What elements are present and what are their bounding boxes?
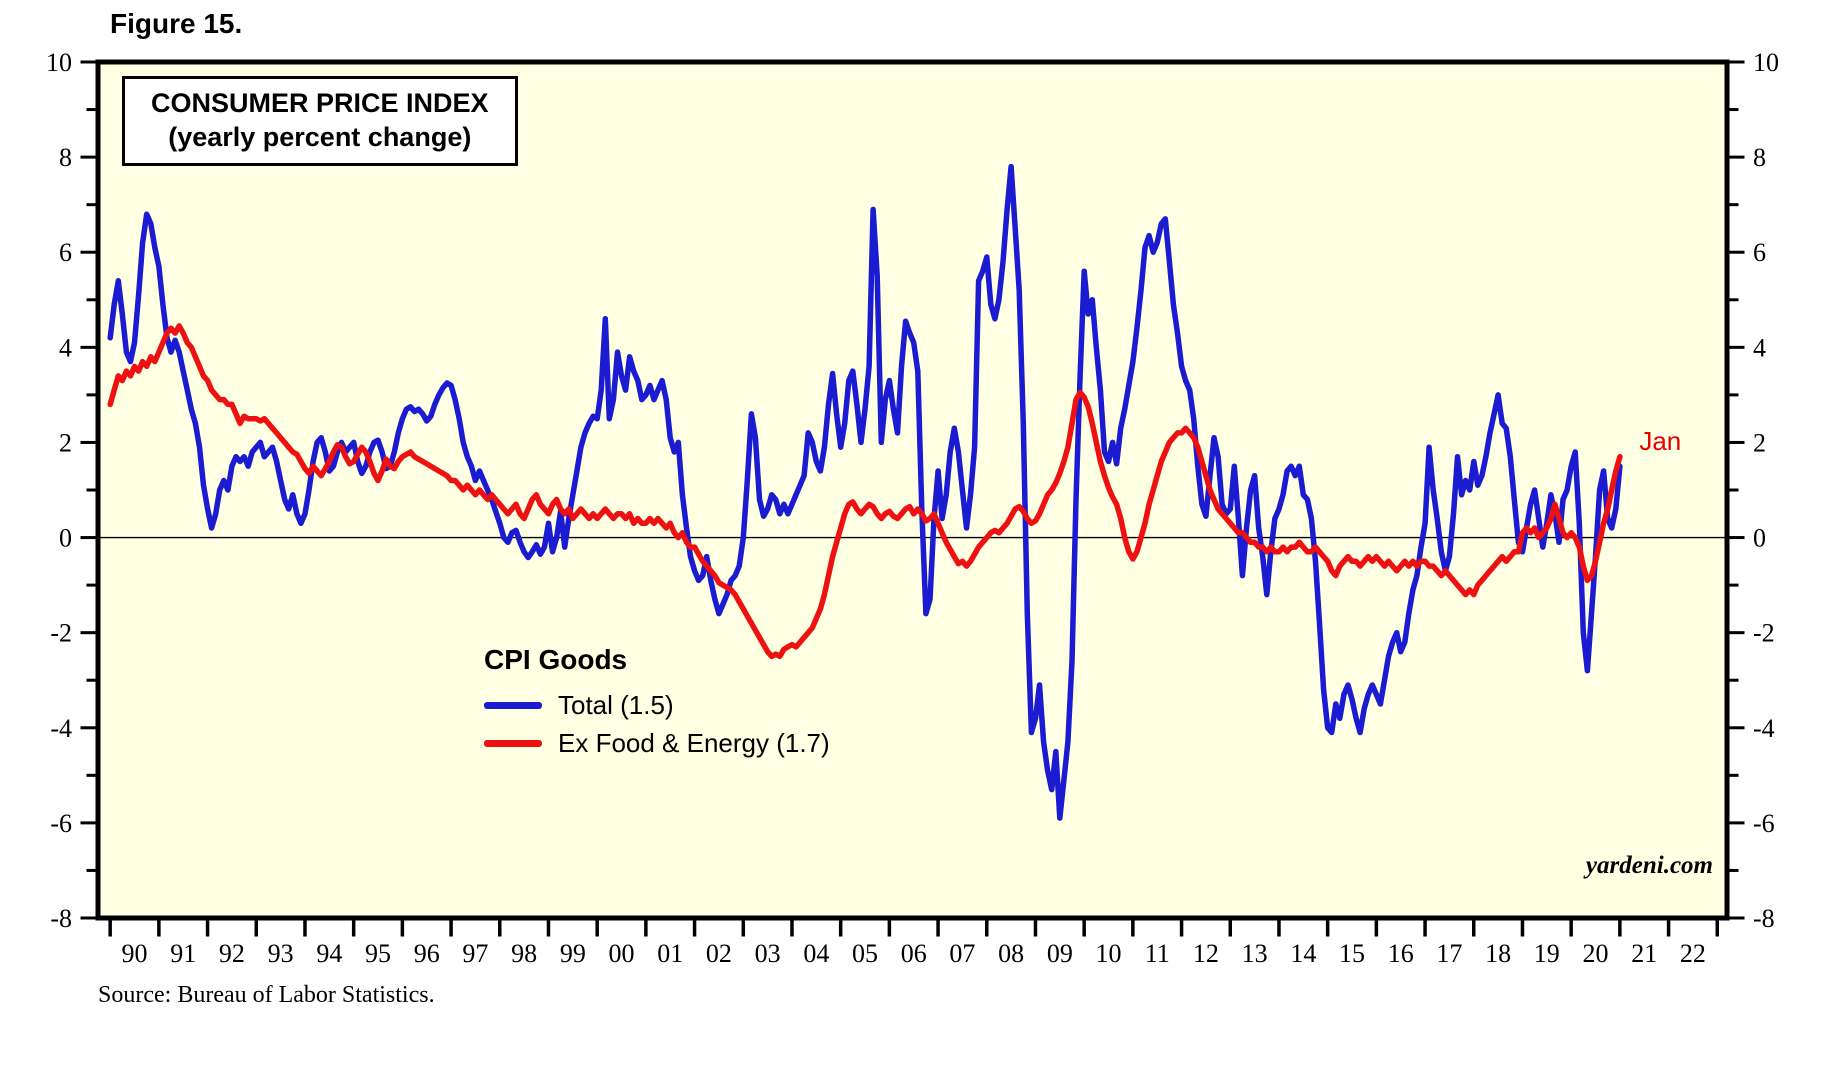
legend-label-ex-food-energy: Ex Food & Energy (1.7) xyxy=(558,727,830,758)
x-axis-year-label: 18 xyxy=(1485,939,1511,968)
source-note: Source: Bureau of Labor Statistics. xyxy=(98,982,435,1008)
x-axis-year-label: 17 xyxy=(1436,939,1462,968)
x-axis-year-label: 13 xyxy=(1242,939,1268,968)
x-axis-year-label: 15 xyxy=(1339,939,1365,968)
y-axis-label-right: -4 xyxy=(1753,714,1775,743)
x-axis-year-label: 93 xyxy=(268,939,294,968)
legend-label-total: Total (1.5) xyxy=(558,689,674,720)
legend-item-total: Total (1.5) xyxy=(484,686,830,724)
y-axis-label-right: 2 xyxy=(1753,428,1766,457)
y-axis-label-left: 4 xyxy=(59,333,72,362)
x-axis-year-label: 11 xyxy=(1145,939,1170,968)
y-axis-label-left: -2 xyxy=(50,619,72,648)
plot-area xyxy=(95,59,1730,921)
x-axis-year-label: 21 xyxy=(1631,939,1657,968)
chart-title: CONSUMER PRICE INDEX xyxy=(151,88,489,118)
y-axis-label-left: 10 xyxy=(46,48,72,77)
x-axis-year-label: 98 xyxy=(511,939,537,968)
y-axis-label-left: 6 xyxy=(59,238,72,267)
figure-label: Figure 15. xyxy=(110,8,243,39)
x-axis-year-label: 10 xyxy=(1096,939,1122,968)
y-axis-label-left: 0 xyxy=(59,524,72,553)
x-axis-year-label: 14 xyxy=(1290,939,1316,968)
x-axis-year-label: 01 xyxy=(657,939,683,968)
y-axis-label-right: 0 xyxy=(1753,524,1766,553)
y-axis-label-right: 8 xyxy=(1753,143,1766,172)
legend-heading: CPI Goods xyxy=(484,644,628,675)
x-axis-year-label: 07 xyxy=(949,939,975,968)
x-axis-year-label: 04 xyxy=(803,939,829,968)
y-axis-label-left: 8 xyxy=(59,143,72,172)
y-axis-label-right: 4 xyxy=(1753,333,1766,362)
y-axis-label-right: -8 xyxy=(1753,904,1775,933)
x-axis-year-label: 19 xyxy=(1534,939,1560,968)
y-axis-label-left: -4 xyxy=(50,714,72,743)
legend-item-ex-food-energy: Ex Food & Energy (1.7) xyxy=(484,724,830,762)
legend: CPI Goods Total (1.5) Ex Food & Energy (… xyxy=(484,644,830,762)
x-axis-year-label: 20 xyxy=(1583,939,1609,968)
y-axis-label-left: -6 xyxy=(50,809,72,838)
y-axis-label-right: 10 xyxy=(1753,48,1779,77)
x-axis-year-label: 06 xyxy=(901,939,927,968)
x-axis-year-label: 96 xyxy=(414,939,440,968)
x-axis-year-label: 92 xyxy=(219,939,245,968)
x-axis-year-label: 99 xyxy=(560,939,586,968)
last-point-annotation: Jan xyxy=(1639,426,1682,457)
x-axis-year-label: 91 xyxy=(170,939,196,968)
x-axis-year-label: 02 xyxy=(706,939,732,968)
x-axis-year-label: 03 xyxy=(755,939,781,968)
y-axis-label-right: -2 xyxy=(1753,619,1775,648)
y-axis-label-right: 6 xyxy=(1753,238,1766,267)
x-axis-year-label: 00 xyxy=(609,939,635,968)
watermark: yardeni.com xyxy=(1585,852,1713,879)
total-line-swatch xyxy=(484,701,542,709)
x-axis-year-label: 97 xyxy=(462,939,488,968)
x-axis-year-label: 94 xyxy=(316,939,342,968)
x-axis-year-label: 90 xyxy=(122,939,148,968)
y-axis-label-right: -6 xyxy=(1753,809,1775,838)
y-axis-label-left: 2 xyxy=(59,428,72,457)
x-axis-year-label: 95 xyxy=(365,939,391,968)
x-axis-year-label: 08 xyxy=(998,939,1024,968)
x-axis-year-label: 09 xyxy=(1047,939,1073,968)
x-axis-year-label: 05 xyxy=(852,939,878,968)
ex-food-energy-line-swatch xyxy=(484,739,542,747)
total-line xyxy=(107,163,1623,821)
ex-food-energy-line xyxy=(107,323,1623,660)
y-axis-label-left: -8 xyxy=(50,904,72,933)
x-axis-year-label: 12 xyxy=(1193,939,1219,968)
x-axis-year-label: 16 xyxy=(1388,939,1414,968)
chart-subtitle: (yearly percent change) xyxy=(168,121,472,152)
chart-title-box: CONSUMER PRICE INDEX (yearly percent cha… xyxy=(122,76,518,166)
x-axis-year-label: 22 xyxy=(1680,939,1706,968)
